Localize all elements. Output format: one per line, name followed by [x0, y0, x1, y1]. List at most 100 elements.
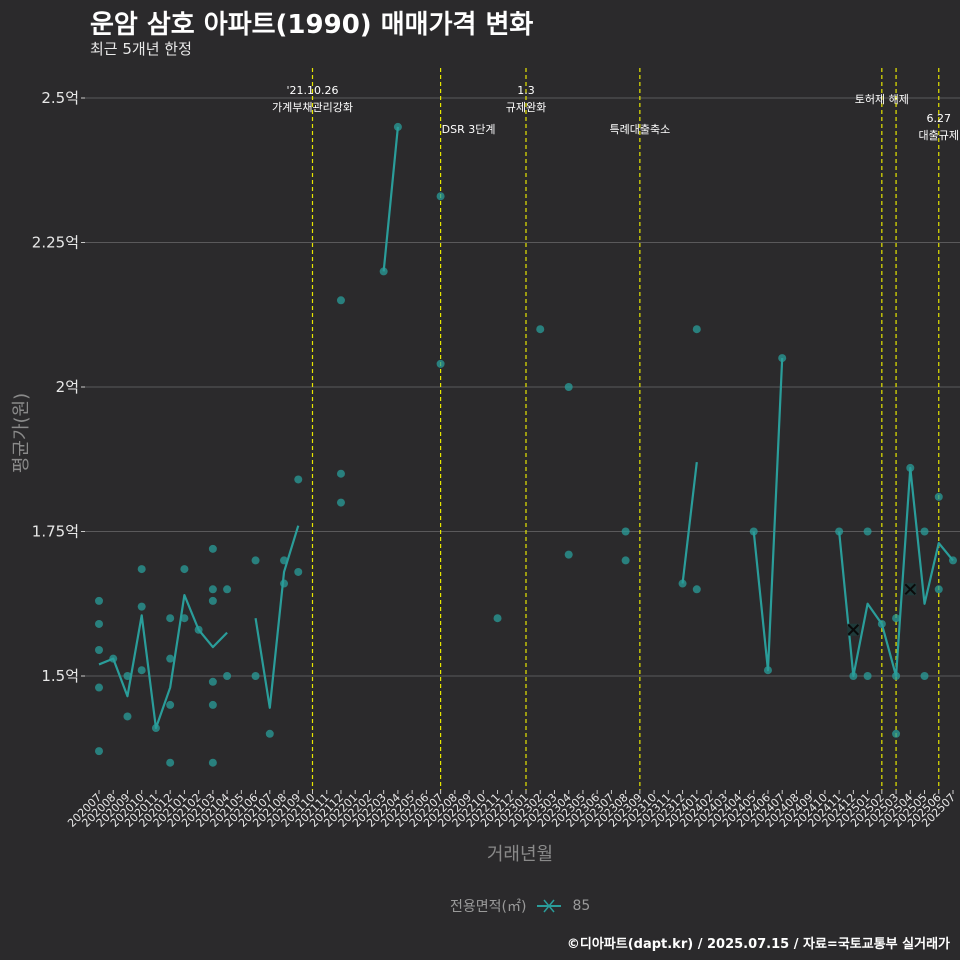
data-point — [920, 527, 929, 536]
series-line — [254, 525, 300, 709]
data-point — [564, 383, 573, 391]
data-point — [863, 527, 872, 536]
data-point — [109, 654, 118, 663]
data-point — [621, 556, 630, 565]
chart-title: 운암 삼호 아파트(1990) 매매가격 변화 — [90, 10, 534, 40]
data-point — [166, 758, 175, 767]
data-point — [95, 596, 103, 605]
data-point — [436, 359, 445, 368]
data-point — [223, 672, 232, 680]
data-point — [564, 550, 573, 559]
data-point — [280, 556, 289, 565]
event-label: 규제완화 — [506, 101, 546, 114]
data-point — [621, 527, 630, 536]
data-point — [863, 672, 872, 680]
y-tick-label: 2.25억 — [32, 234, 79, 252]
data-point — [493, 614, 502, 623]
cross-marker-stroke — [904, 583, 917, 596]
data-point — [934, 492, 943, 501]
event-label: '21.10.26 — [286, 84, 338, 97]
data-point — [934, 585, 943, 594]
data-point — [336, 498, 345, 507]
source-caption: ©디아파트(dapt.kr) / 2025.07.15 / 자료=국토교통부 실… — [566, 937, 950, 952]
data-point — [336, 469, 345, 478]
y-tick-label: 1.5억 — [41, 667, 79, 685]
legend-label: 85 — [572, 898, 591, 914]
cross-marker — [904, 583, 917, 596]
data-point — [393, 122, 402, 131]
data-point — [949, 556, 957, 565]
legend: 전용면적(㎡) 85 — [450, 896, 590, 916]
data-point — [194, 625, 203, 634]
chart-subtitle: 최근 5개년 한정 — [90, 40, 192, 58]
event-label: 대출규제 — [919, 129, 959, 142]
data-point — [892, 729, 901, 738]
data-point — [180, 614, 189, 623]
data-point — [763, 666, 772, 675]
y-axis-label: 평균가(원) — [11, 392, 32, 474]
series-line — [681, 462, 698, 584]
data-point — [208, 544, 217, 553]
data-point — [294, 475, 303, 484]
data-point — [223, 585, 232, 594]
data-point — [294, 567, 303, 576]
data-point — [749, 527, 758, 536]
data-point — [251, 556, 260, 565]
data-point — [265, 729, 274, 738]
data-point — [208, 677, 217, 686]
data-point — [920, 672, 929, 680]
y-tick-label: 2.5억 — [41, 89, 79, 107]
event-label: DSR 3단계 — [442, 123, 496, 136]
event-label: 특례대출축소 — [609, 123, 670, 136]
data-point — [336, 296, 345, 305]
y-tick-label: 1.75억 — [32, 523, 79, 541]
x-axis-label: 거래년월 — [486, 844, 554, 865]
cross-marker — [847, 623, 860, 636]
legend-title: 전용면적(㎡) — [450, 899, 527, 915]
data-point — [906, 463, 915, 472]
data-point — [137, 602, 146, 611]
data-point — [95, 683, 103, 692]
y-tick-label: 2억 — [56, 378, 79, 396]
data-point — [180, 565, 189, 574]
data-point — [379, 267, 388, 276]
data-point — [208, 596, 217, 605]
data-point — [208, 758, 217, 767]
data-point — [692, 325, 701, 334]
data-point — [692, 585, 701, 594]
series-line — [752, 358, 784, 672]
data-point — [137, 565, 146, 574]
data-point — [123, 712, 132, 721]
data-point — [95, 645, 103, 654]
data-point — [849, 672, 858, 680]
data-point — [123, 672, 132, 680]
data-point — [251, 672, 260, 680]
data-point — [208, 700, 217, 709]
data-point — [95, 747, 103, 756]
data-point — [892, 614, 901, 623]
data-point — [835, 527, 844, 536]
data-point — [166, 654, 175, 663]
data-point — [95, 619, 103, 628]
cross-marker-stroke — [847, 624, 860, 636]
event-label: 가계부채관리강화 — [272, 101, 353, 114]
data-point — [778, 354, 787, 363]
event-label: 토허제 해제 — [855, 92, 909, 106]
data-point — [166, 700, 175, 709]
series-line — [382, 126, 399, 272]
data-point — [877, 619, 886, 628]
event-label: 6.27 — [927, 112, 952, 125]
data-point — [436, 192, 445, 201]
data-point — [151, 724, 160, 733]
data-point — [892, 672, 901, 680]
data-point — [280, 579, 289, 588]
data-point — [137, 666, 146, 675]
data-point — [536, 325, 545, 334]
event-label: 1.3 — [517, 84, 535, 97]
data-point — [208, 585, 217, 594]
legend-key-icon — [537, 899, 562, 913]
series-line — [98, 593, 228, 730]
data-point — [678, 579, 687, 588]
data-point — [166, 614, 175, 623]
